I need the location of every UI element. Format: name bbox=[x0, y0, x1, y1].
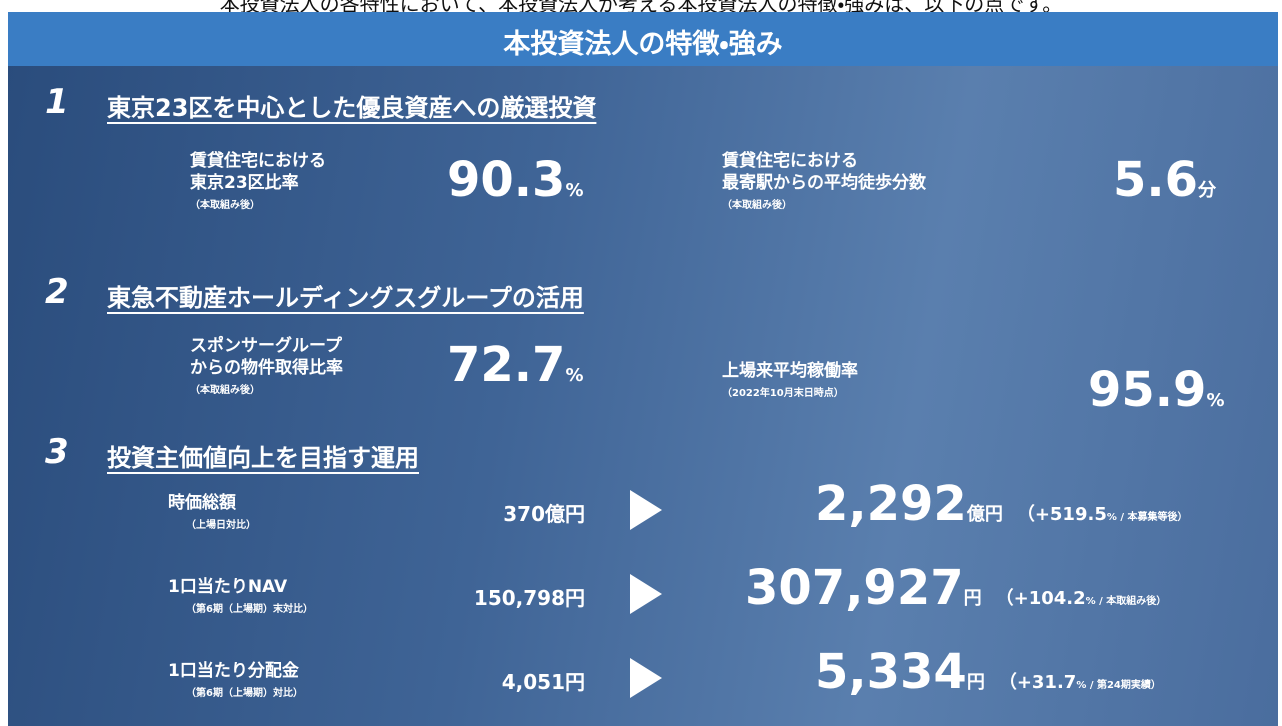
row-note: （第6期（上場期）対比） bbox=[186, 688, 303, 699]
row-note: （上場日対比） bbox=[186, 520, 256, 531]
item-label: 上場来平均稼働率 bbox=[722, 361, 858, 381]
value: 5.6 bbox=[1113, 152, 1199, 208]
change: （+519.5 bbox=[1016, 504, 1107, 525]
row-before: 150,798円 bbox=[473, 586, 585, 610]
change-unit: % / 第24期実績） bbox=[1076, 680, 1161, 691]
row-after: 2,292億円 （+519.5% / 本募集等後） bbox=[815, 476, 1188, 532]
after: 307,927 bbox=[745, 560, 964, 616]
section-number: 3 bbox=[45, 432, 69, 472]
item-label: スポンサーグループ bbox=[190, 336, 342, 356]
item-label: 最寄駅からの平均徒歩分数 bbox=[722, 173, 926, 193]
item-note: （本取組み後） bbox=[190, 200, 260, 211]
section-title: 東急不動産ホールディングスグループの活用 bbox=[107, 284, 584, 312]
value: 95.9 bbox=[1088, 362, 1207, 418]
after-unit: 円 bbox=[966, 672, 985, 693]
unit: 分 bbox=[1198, 180, 1217, 201]
row-after: 5,334円 （+31.7% / 第24期実績） bbox=[815, 644, 1161, 700]
unit: % bbox=[1206, 390, 1225, 411]
item-value: 5.6分 bbox=[1113, 152, 1216, 208]
row-label: 1口当たり分配金 bbox=[168, 661, 299, 681]
change: （+104.2 bbox=[995, 588, 1086, 609]
arrow bbox=[630, 490, 662, 530]
section-number: 1 bbox=[45, 82, 69, 122]
change-unit: % / 本募集等後） bbox=[1106, 512, 1188, 523]
item-value: 72.7% bbox=[447, 337, 583, 393]
unit: % bbox=[565, 180, 584, 201]
after: 2,292 bbox=[815, 476, 967, 532]
row-note: （第6期（上場期）末対比） bbox=[186, 604, 313, 615]
row-before: 370億円 bbox=[503, 502, 585, 526]
value: 90.3 bbox=[447, 152, 566, 208]
arrow bbox=[630, 658, 662, 698]
section-number: 2 bbox=[45, 272, 69, 312]
item-note: （本取組み後） bbox=[190, 385, 260, 396]
after-unit: 億円 bbox=[966, 504, 1003, 525]
header-bar bbox=[8, 12, 1278, 66]
item-label: 賃貸住宅における bbox=[722, 151, 858, 171]
row-after: 307,927円 （+104.2% / 本取組み後） bbox=[745, 560, 1166, 616]
change: （+31.7 bbox=[998, 672, 1077, 693]
row-before: 4,051円 bbox=[501, 670, 585, 694]
unit: % bbox=[565, 365, 584, 386]
row-label: 時価総額 bbox=[168, 493, 236, 513]
item-label: からの物件取得比率 bbox=[190, 358, 343, 378]
item-value: 90.3% bbox=[447, 152, 583, 208]
item-value: 95.9% bbox=[1088, 362, 1224, 418]
item-note: （本取組み後） bbox=[722, 200, 792, 211]
item-label: 賃貸住宅における bbox=[190, 151, 326, 171]
header-title: 本投資法人の特徴・強み bbox=[503, 29, 783, 60]
section-title: 投資主価値向上を目指す運用 bbox=[107, 444, 419, 472]
after: 5,334 bbox=[815, 644, 967, 700]
value: 72.7 bbox=[447, 337, 566, 393]
item-label: 東京23区比率 bbox=[190, 173, 299, 193]
arrow bbox=[630, 574, 662, 614]
change-unit: % / 本取組み後） bbox=[1085, 596, 1167, 607]
item-note: （2022年10月末日時点） bbox=[722, 388, 844, 399]
row-label: 1口当たりNAV bbox=[168, 577, 288, 597]
section-title: 東京23区を中心とした優良資産への厳選投資 bbox=[107, 94, 597, 122]
after-unit: 円 bbox=[963, 588, 982, 609]
